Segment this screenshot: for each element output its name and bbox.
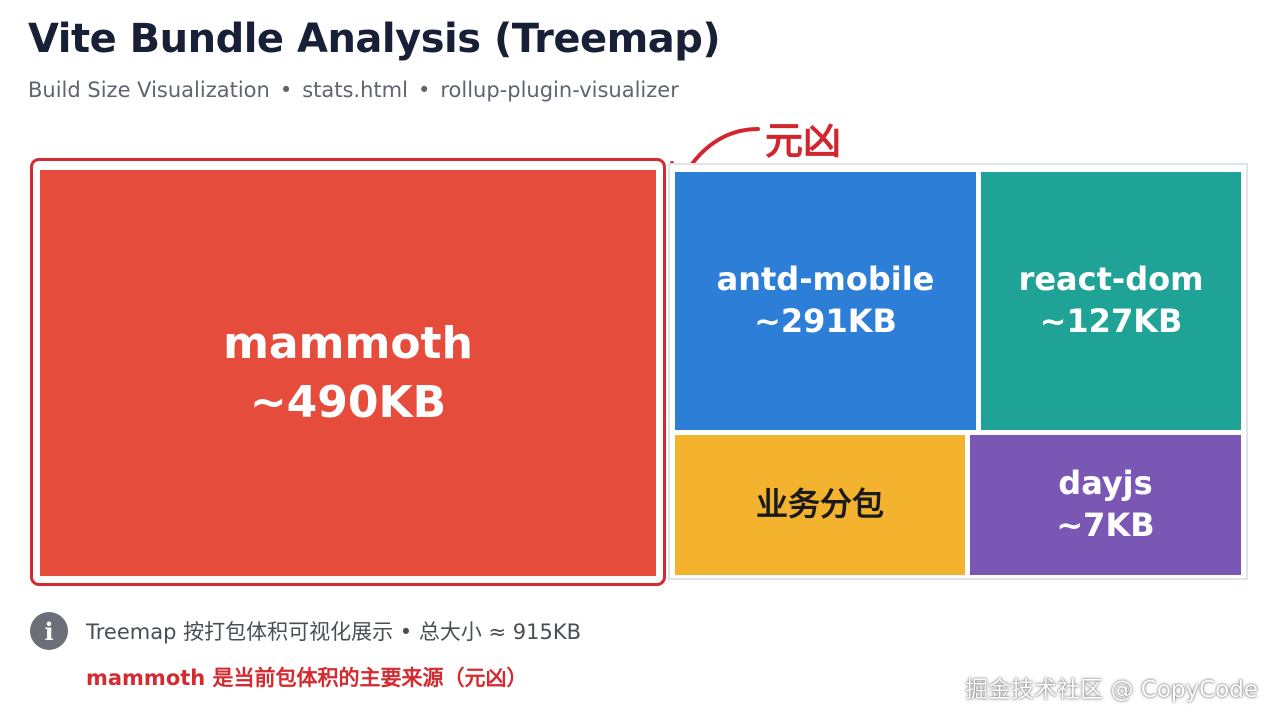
treemap-tile: antd-mobile ~291KB [675,172,976,430]
info-icon: i [30,612,68,650]
culprit-note: mammoth 是当前包体积的主要来源（元凶） [86,666,528,690]
tile-name-label: dayjs [1058,464,1153,503]
treemap-tile: 业务分包 [675,435,965,575]
tile-size-label: ~291KB [754,302,897,340]
page-title: Vite Bundle Analysis (Treemap) [28,16,721,62]
info-text: Treemap 按打包体积可视化展示 • 总大小 ≈ 915KB [86,620,582,644]
watermark: 掘金技术社区 @ CopyCode [965,677,1258,703]
treemap-tile: react-dom ~127KB [981,172,1241,430]
page-subtitle: Build Size Visualization • stats.html • roll… [28,78,679,102]
annotation-label: 元凶 [765,118,842,163]
tile-name-label: antd-mobile [716,260,935,299]
subtitle-separator: • [279,78,293,102]
subtitle-part: rollup-plugin-visualizer [440,78,679,102]
tile-size-label: ~127KB [1039,302,1183,340]
subtitle-part: stats.html [302,78,408,102]
treemap-tile: mammoth ~490KB [40,170,656,576]
tile-name-label: mammoth [223,317,473,369]
tile-name-label: react-dom [1018,260,1204,299]
tile-name-label: 业务分包 [755,485,884,524]
tile-size-label: ~490KB [249,377,447,428]
highlight-outline [30,158,666,586]
treemap-tile: dayjs ~7KB [970,435,1241,575]
subtitle-part: Build Size Visualization [28,78,270,102]
tile-size-label: ~7KB [1056,506,1155,544]
info-row: i Treemap 按打包体积可视化展示 • 总大小 ≈ 915KB [30,612,581,650]
subtitle-separator: • [417,78,431,102]
